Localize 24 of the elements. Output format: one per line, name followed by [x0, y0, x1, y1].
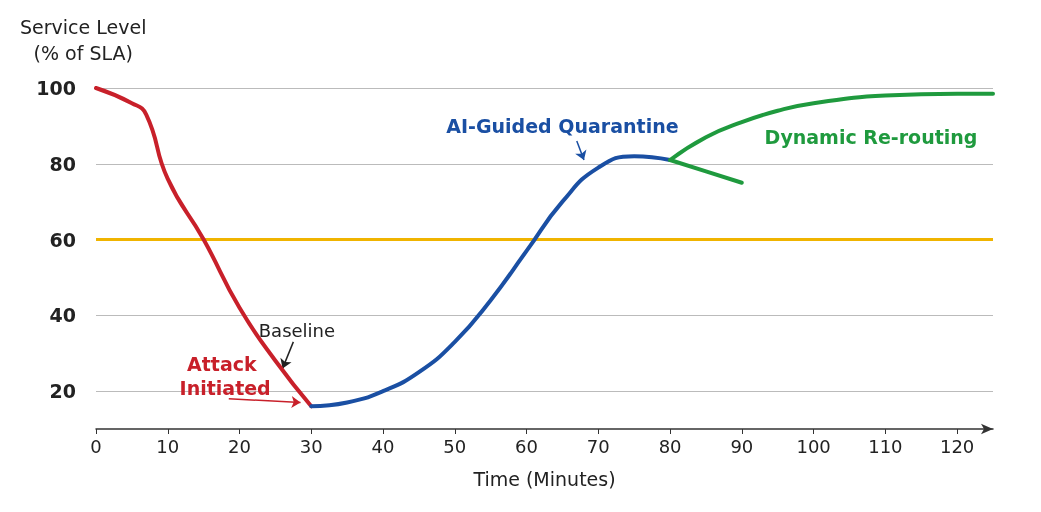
x-axis-title: Time (Minutes) — [472, 467, 616, 490]
x-tick-label: 40 — [371, 435, 395, 457]
x-tick-label: 20 — [228, 435, 251, 457]
y-tick-label: 80 — [49, 152, 76, 175]
annotation: Baseline — [258, 319, 336, 341]
series-label: AI-Guided Quarantine — [446, 114, 679, 137]
series-label: Attack Initiated — [179, 352, 271, 399]
x-tick-label: 0 — [90, 435, 102, 457]
x-tick-label: 90 — [730, 435, 754, 457]
y-tick-label: 40 — [49, 304, 76, 327]
x-tick-label: 120 — [939, 435, 975, 457]
x-tick-label: 110 — [868, 435, 903, 457]
x-tick-label: 60 — [515, 435, 539, 457]
series-label: Dynamic Re-routing — [764, 126, 978, 149]
x-tick-label: 70 — [586, 435, 610, 457]
x-tick-label: 80 — [658, 435, 682, 457]
y-tick-label: 100 — [36, 77, 76, 99]
x-tick-label: 100 — [796, 435, 831, 457]
x-tick-label: 50 — [443, 435, 467, 457]
y-axis-title: Service Level (% of SLA) — [20, 16, 147, 64]
x-tick-label: 10 — [156, 435, 180, 457]
x-tick-label: 30 — [299, 435, 323, 457]
y-tick-label: 20 — [49, 380, 76, 403]
y-tick-label: 60 — [49, 228, 76, 251]
